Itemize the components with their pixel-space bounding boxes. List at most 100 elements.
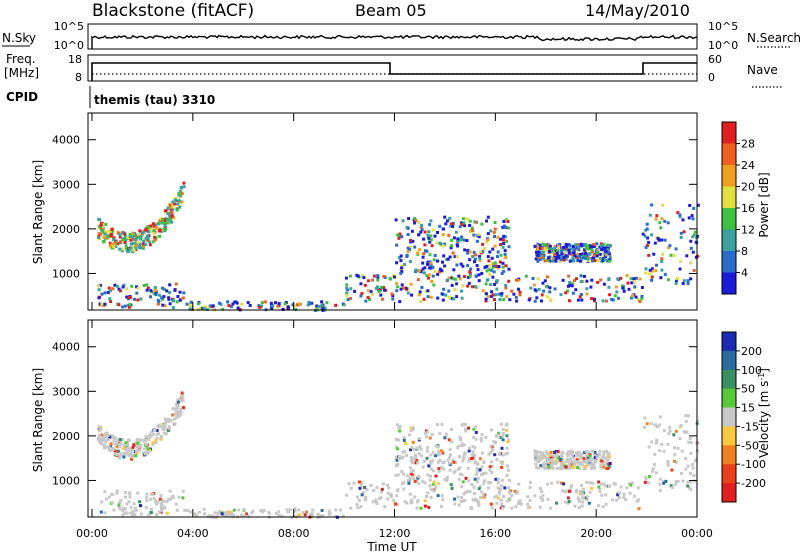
echo-cell xyxy=(603,252,607,255)
echo-cell xyxy=(598,489,602,493)
echo-cell xyxy=(472,250,476,254)
echo-cell xyxy=(483,493,487,497)
echo-cell xyxy=(436,259,440,263)
echo-cell xyxy=(145,234,149,238)
echo-cell xyxy=(161,426,165,430)
echo-cell xyxy=(145,226,149,230)
echo-cell xyxy=(323,306,327,310)
echo-cell xyxy=(582,256,586,260)
echo-cell xyxy=(629,483,633,487)
echo-cell xyxy=(684,414,688,418)
echo-cell xyxy=(104,445,108,449)
echo-cell xyxy=(553,453,557,457)
echo-cell xyxy=(382,274,386,278)
echo-cell xyxy=(429,234,433,238)
echo-cell xyxy=(401,219,405,223)
echo-cell xyxy=(498,260,502,264)
echo-cell xyxy=(427,464,431,468)
echo-cell xyxy=(297,508,301,512)
echo-cell xyxy=(413,221,417,225)
echo-cell xyxy=(608,484,611,488)
echo-cell xyxy=(144,236,148,240)
echo-cell xyxy=(481,250,485,254)
echo-cell xyxy=(422,271,426,275)
echo-cell xyxy=(232,508,236,512)
echo-cell xyxy=(423,481,427,485)
echo-cell xyxy=(556,450,560,454)
echo-cell xyxy=(163,427,167,431)
echo-cell xyxy=(427,236,431,240)
echo-cell xyxy=(580,492,584,496)
echo-cell xyxy=(543,455,547,459)
echo-cell xyxy=(644,267,648,271)
echo-cell xyxy=(102,443,106,447)
echo-cell xyxy=(438,458,442,462)
echo-cell xyxy=(491,293,495,297)
echo-cell xyxy=(180,185,184,189)
echo-cell xyxy=(321,514,325,518)
echo-cell xyxy=(99,223,103,227)
echo-cell xyxy=(696,419,700,423)
x-tick-label: 08:00 xyxy=(278,527,310,540)
echo-cell xyxy=(142,284,146,287)
echo-cell xyxy=(479,439,483,443)
echo-cell xyxy=(555,455,559,459)
echo-cell xyxy=(688,480,692,484)
echo-cell xyxy=(178,409,182,413)
echo-cell xyxy=(464,429,468,433)
echo-cell xyxy=(504,286,508,290)
echo-cell xyxy=(424,249,427,253)
echo-cell xyxy=(540,490,544,493)
echo-cell xyxy=(597,480,601,484)
echo-cell xyxy=(655,263,658,267)
echo-cell xyxy=(686,279,690,283)
echo-cell xyxy=(678,267,682,271)
echo-cell xyxy=(597,485,601,489)
echo-cell xyxy=(485,269,489,273)
echo-cell xyxy=(126,443,130,447)
echo-cell xyxy=(134,244,138,248)
echo-cell xyxy=(672,433,676,437)
echo-cell xyxy=(577,506,581,510)
echo-cell xyxy=(500,293,504,297)
echo-cell xyxy=(109,444,113,448)
echo-cell xyxy=(518,290,522,294)
echo-cell xyxy=(391,294,395,298)
echo-cell xyxy=(604,255,608,258)
echo-cell xyxy=(500,478,504,482)
echo-cell xyxy=(181,399,185,403)
echo-cell xyxy=(660,442,664,446)
echo-cell xyxy=(160,286,164,290)
echo-cell xyxy=(640,286,644,289)
echo-cell xyxy=(556,249,560,253)
echo-cell xyxy=(668,426,671,430)
echo-cell xyxy=(662,449,666,453)
echo-cell xyxy=(503,249,507,253)
echo-cell xyxy=(298,302,301,306)
echo-cell xyxy=(345,286,349,290)
echo-cell xyxy=(568,280,572,284)
echo-cell xyxy=(638,277,642,281)
echo-cell xyxy=(168,215,172,219)
echo-cell xyxy=(606,251,610,255)
echo-cell xyxy=(188,510,192,514)
echo-cell xyxy=(674,480,678,483)
colorbar-swatch xyxy=(722,272,736,295)
echo-cell xyxy=(473,460,477,464)
x-tick-label: 16:00 xyxy=(479,527,511,540)
echo-cell xyxy=(108,435,112,439)
echo-cell xyxy=(411,469,415,473)
echo-cell xyxy=(578,255,582,258)
echo-cell xyxy=(426,233,430,237)
echo-cell xyxy=(460,221,464,225)
echo-cell xyxy=(376,278,380,282)
echo-cell xyxy=(564,247,568,251)
echo-cell xyxy=(652,252,656,256)
echo-cell xyxy=(603,257,607,261)
echo-cell xyxy=(504,283,508,287)
nsearch-tick-bottom: 10^0 xyxy=(708,39,738,52)
echo-cell xyxy=(151,443,155,447)
echo-cell xyxy=(555,450,558,453)
echo-cell xyxy=(379,496,383,500)
echo-cell xyxy=(573,254,577,258)
